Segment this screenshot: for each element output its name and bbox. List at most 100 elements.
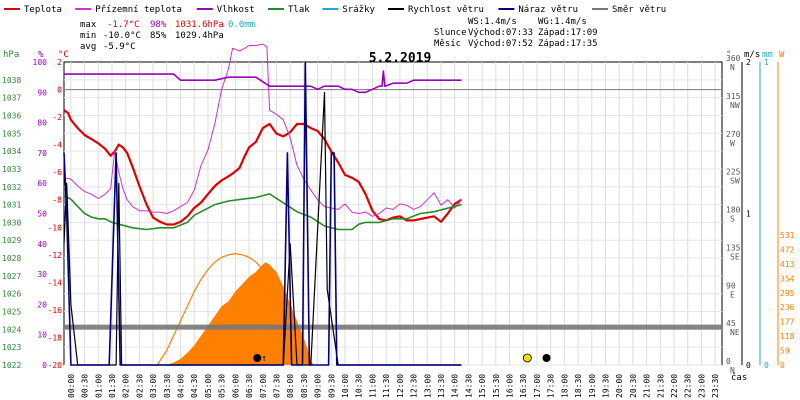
x-tick-label: 05:00 — [204, 374, 213, 398]
humidity-tick-label: 90 — [37, 88, 47, 97]
direction-tick-label: SW — [730, 177, 740, 186]
legend-label: Vlhkost — [217, 5, 255, 15]
direction-tick-label: N — [730, 63, 735, 72]
x-tick-label: 00:30 — [81, 374, 90, 398]
legend-item: Tlak — [268, 5, 310, 15]
legend-label: Směr větru — [612, 5, 666, 15]
pressure-tick-label: 1032 — [2, 183, 21, 192]
solar-tick-label: 413 — [780, 260, 795, 269]
pressure-tick-label: 1026 — [2, 290, 21, 299]
x-tick-label: 01:30 — [108, 374, 117, 398]
stat-min-hum: 85% — [150, 31, 167, 41]
x-tick-label: 08:00 — [286, 374, 295, 398]
direction-tick-label: NE — [730, 328, 740, 337]
legend: Teplota Přízemní teplota Vlhkost Tlak Srážky… — [4, 5, 666, 15]
pressure-tick-label: 1035 — [2, 129, 21, 138]
pressure-tick-label: 1024 — [2, 325, 21, 334]
x-tick-label: 18:30 — [574, 374, 583, 398]
solar-unit: W — [779, 50, 785, 60]
direction-tick-label: E — [730, 290, 735, 299]
x-tick-label: 15:00 — [478, 374, 487, 398]
pressure-tick-label: 1029 — [2, 236, 21, 245]
humidity-tick-label: 60 — [37, 179, 47, 188]
series-line-tlak — [63, 193, 462, 231]
direction-tick-label: W — [730, 139, 735, 148]
astro-block: WS:1.4m/s WG:1.4m/s Slunce Východ:07:33 … — [434, 17, 598, 49]
temperature-tick-label: -14 — [48, 278, 63, 287]
rain-unit: mm — [762, 50, 773, 60]
solar-tick-label: 118 — [780, 332, 795, 341]
x-tick-label: 05:30 — [218, 374, 227, 398]
x-tick-label: 18:00 — [560, 374, 569, 398]
temperature-tick-label: -8 — [52, 196, 62, 205]
humidity-tick-label: 70 — [37, 149, 47, 158]
stat-min-temp: -10.0°C — [103, 31, 141, 41]
x-tick-label: 17:00 — [533, 374, 542, 398]
sunset-marker — [522, 353, 532, 363]
temperature-tick-label: -2 — [52, 113, 62, 122]
direction-tick-label: 225 — [726, 168, 741, 177]
x-tick-label: 19:30 — [601, 374, 610, 398]
x-tick-label: 09:00 — [314, 374, 323, 398]
temperature-tick-label: -10 — [48, 223, 63, 232]
pressure-tick-label: 1038 — [2, 76, 21, 85]
x-tick-label: 16:30 — [519, 374, 528, 398]
direction-tick-label: S — [730, 215, 735, 224]
direction-tick-label: 45 — [726, 319, 736, 328]
solar-tick-label: 295 — [780, 289, 795, 298]
wind-tick-label: 2 — [746, 58, 751, 67]
wind-tick-label: 0 — [746, 361, 751, 370]
x-tick-label: 17:30 — [547, 374, 556, 398]
solar-radiation-area — [166, 262, 314, 365]
x-tick-label: 16:00 — [506, 374, 515, 398]
x-tick-label: 04:00 — [177, 374, 186, 398]
x-tick-label: 23:00 — [697, 374, 706, 398]
legend-item: Přízemní teplota — [75, 5, 182, 15]
x-tick-label: 22:00 — [670, 374, 679, 398]
humidity-tick-label: 80 — [37, 119, 47, 128]
direction-tick-label: N — [730, 366, 735, 375]
stat-min-press: 1029.4hPa — [175, 31, 224, 41]
x-tick-label: 11:00 — [368, 374, 377, 398]
wind-tick-label: 1 — [746, 210, 751, 219]
moon-label: Měsíc — [434, 39, 461, 49]
x-tick-label: 21:30 — [656, 374, 665, 398]
x-tick-label: 20:00 — [615, 374, 624, 398]
direction-tick-label: NW — [730, 101, 740, 110]
stat-max-label: max — [80, 20, 97, 30]
legend-item: Směr větru — [592, 5, 666, 15]
x-tick-label: 07:00 — [259, 374, 268, 398]
pressure-unit: hPa — [3, 50, 19, 60]
direction-tick-label: 180 — [726, 206, 741, 215]
sun-label: Slunce — [434, 28, 467, 38]
sunrise-marker — [253, 354, 262, 362]
sun-set: Západ:17:09 — [538, 28, 598, 38]
legend-item: Vlhkost — [196, 5, 255, 15]
legend-label: Rychlost větru — [408, 5, 484, 15]
x-tick-label: 14:00 — [451, 374, 460, 398]
x-tick-label: 13:00 — [423, 374, 432, 398]
x-tick-label: 10:00 — [341, 374, 350, 398]
solar-tick-label: 177 — [780, 318, 795, 327]
direction-tick-label: 360 — [726, 54, 741, 63]
pressure-tick-label: 1023 — [2, 343, 21, 352]
stat-avg-temp: -5.9°C — [103, 42, 136, 52]
legend-item: Náraz větru — [498, 5, 578, 15]
pressure-tick-label: 1028 — [2, 254, 21, 263]
solar-tick-label: 354 — [780, 274, 795, 283]
series-line-vlhkost — [64, 70, 462, 94]
legend-label: Přízemní teplota — [95, 5, 182, 15]
temperature-tick-label: -18 — [48, 333, 63, 342]
solar-tick-label: 472 — [780, 245, 795, 254]
moon-set: Západ:17:35 — [538, 39, 598, 49]
axis-unit-labels: hPa % °C ° m/s mm W — [3, 50, 785, 60]
sun-rise: Východ:07:33 — [468, 28, 533, 38]
temperature-tick-label: 0 — [57, 86, 62, 95]
pressure-tick-label: 1033 — [2, 165, 21, 174]
solar-theoretical-line — [156, 252, 312, 366]
stat-max-temp: -1.7°C — [107, 20, 140, 30]
humidity-tick-label: 10 — [37, 331, 47, 340]
temperature-tick-label: -4 — [52, 141, 62, 150]
